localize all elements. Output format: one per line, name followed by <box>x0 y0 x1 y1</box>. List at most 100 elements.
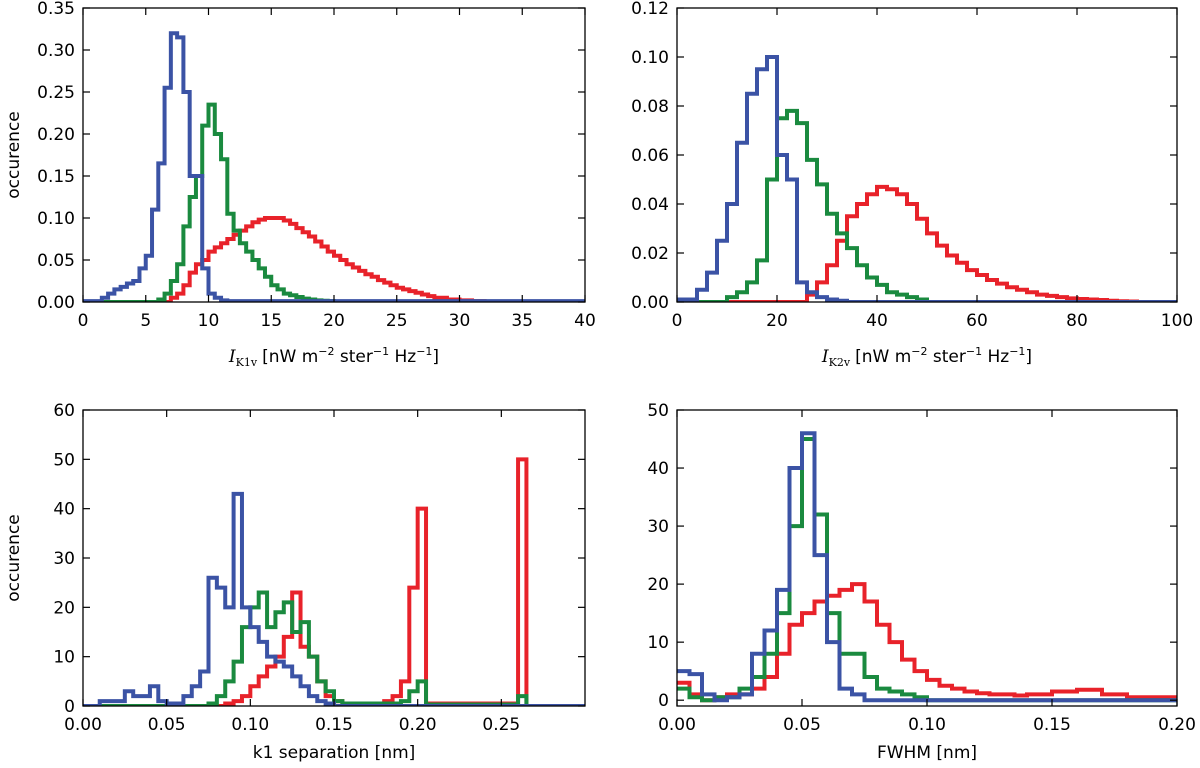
y-tick-label: 40 <box>53 500 75 520</box>
y-tick-label: 0.00 <box>631 293 669 313</box>
y-axis-label: occurence <box>4 111 24 199</box>
histogram-series-green <box>677 108 1177 302</box>
x-label-unit-part-3: Hz <box>982 347 1009 367</box>
y-tick-label: 0.15 <box>37 167 75 187</box>
x-tick-label: 80 <box>1066 311 1088 331</box>
x-label-unit-part-2: ster <box>927 347 965 367</box>
x-label-unit-part-2: ster <box>334 347 372 367</box>
x-tick-label: 0.00 <box>64 715 102 735</box>
x-label-exp-2: −1 <box>373 345 389 358</box>
x-tick-label: 0.20 <box>399 715 437 735</box>
x-tick-label: 0 <box>78 311 89 331</box>
histogram-series-red <box>83 216 585 302</box>
panel-k1-separation-histogram: 0.00 0.05 0.10 0.15 0.20 0.25 0 10 20 30 40 50 60 k1… <box>4 401 586 763</box>
histogram-series-red <box>677 184 1177 302</box>
x-tick-label: 20 <box>766 311 788 331</box>
x-tick-label: 40 <box>866 311 888 331</box>
x-label-symbol: I <box>228 347 236 367</box>
histogram-series-blue <box>83 491 585 706</box>
histogram-series-green <box>83 590 585 706</box>
x-tick-label: 15 <box>260 311 282 331</box>
ticks-layer: 0 5 10 15 20 25 30 35 40 0.00 0.05 0.10 0.15 0.20 0.25… <box>37 0 596 331</box>
histogram-series-blue <box>677 431 1177 703</box>
y-tick-label: 60 <box>53 401 75 421</box>
x-tick-label: 25 <box>386 311 408 331</box>
y-tick-label: 0.20 <box>37 125 75 145</box>
y-tick-label: 50 <box>647 401 669 421</box>
x-axis-label: FWHM [nm] <box>877 743 977 763</box>
series-layer <box>677 55 1177 302</box>
y-tick-label: 10 <box>53 648 75 668</box>
x-label-subscript: K2v <box>829 356 851 369</box>
y-tick-label: 0.02 <box>631 244 669 264</box>
y-tick-label: 0.05 <box>37 251 75 271</box>
x-tick-label: 40 <box>574 311 596 331</box>
y-tick-label: 0.00 <box>37 293 75 313</box>
x-tick-label: 0.10 <box>231 715 269 735</box>
series-layer <box>677 431 1177 703</box>
x-tick-label: 0.15 <box>1033 715 1071 735</box>
y-tick-label: 0.10 <box>631 48 669 68</box>
y-tick-label: 0.06 <box>631 146 669 166</box>
y-tick-label: 0.25 <box>37 83 75 103</box>
y-tick-label: 20 <box>53 598 75 618</box>
x-tick-label: 10 <box>198 311 220 331</box>
histogram-series-green <box>677 437 1177 703</box>
x-label-symbol: I <box>821 347 829 367</box>
y-tick-label: 0.30 <box>37 41 75 61</box>
y-tick-label: 20 <box>647 575 669 595</box>
x-label-exp-2: −1 <box>966 345 982 358</box>
x-tick-label: 5 <box>140 311 151 331</box>
x-axis-label: IK2v [nW m−2 ster−1 Hz−1] <box>821 345 1032 369</box>
x-label-unit-part-3: Hz <box>389 347 416 367</box>
panel-ik2v-histogram: 0 20 40 60 80 100 0.00 0.02 0.04 0.06 0.08 0.10 0.12… <box>631 0 1193 369</box>
x-tick-label: 0.25 <box>482 715 520 735</box>
panel-fwhm-histogram: 0.00 0.05 0.10 0.15 0.20 0 10 20 30 40 50 FWHM [nm… <box>647 401 1196 763</box>
y-tick-label: 0 <box>64 697 75 717</box>
x-label-exp-3: −1 <box>416 345 432 358</box>
x-tick-label: 0.05 <box>148 715 186 735</box>
y-tick-label: 30 <box>647 517 669 537</box>
series-layer <box>83 31 585 302</box>
y-tick-label: 10 <box>647 633 669 653</box>
x-tick-label: 0.15 <box>315 715 353 735</box>
y-tick-label: 0.08 <box>631 97 669 117</box>
x-label-unit-part-1: [nW m <box>855 347 911 367</box>
x-label-unit-end: ] <box>432 347 439 367</box>
x-axis-label: k1 separation [nm] <box>253 743 416 763</box>
y-tick-label: 0.04 <box>631 195 669 215</box>
histogram-series-blue <box>83 31 585 302</box>
x-tick-label: 0.05 <box>783 715 821 735</box>
x-label-unit-part-1: [nW m <box>262 347 318 367</box>
y-tick-label: 0.10 <box>37 209 75 229</box>
y-tick-label: 50 <box>53 450 75 470</box>
x-tick-label: 60 <box>966 311 988 331</box>
x-tick-label: 30 <box>449 311 471 331</box>
y-tick-label: 40 <box>647 459 669 479</box>
panel-ik1v-histogram: 0 5 10 15 20 25 30 35 40 0.00 0.05 0.10 0.15 0.20 0.25… <box>4 0 596 369</box>
x-tick-label: 100 <box>1161 311 1193 331</box>
histogram-series-red <box>83 457 585 706</box>
histogram-series-blue <box>677 55 1177 302</box>
plot-frame <box>82 7 586 303</box>
x-tick-label: 0.00 <box>658 715 696 735</box>
x-label-exp-1: −2 <box>318 345 334 358</box>
x-tick-label: 20 <box>323 311 345 331</box>
y-tick-label: 0.35 <box>37 0 75 19</box>
x-tick-label: 35 <box>511 311 533 331</box>
x-label-subscript: K1v <box>236 356 258 369</box>
ticks-layer: 0 20 40 60 80 100 0.00 0.02 0.04 0.06 0.08 0.10 0.12 <box>631 0 1193 331</box>
plot-frame <box>82 409 586 707</box>
x-tick-label: 0.20 <box>1158 715 1196 735</box>
x-tick-label: 0 <box>672 311 683 331</box>
x-tick-label: 0.10 <box>908 715 946 735</box>
x-axis-label: IK1v [nW m−2 ster−1 Hz−1] <box>228 345 439 369</box>
y-tick-label: 0 <box>658 691 669 711</box>
y-axis-label: occurence <box>4 514 24 602</box>
ticks-layer: 0.00 0.05 0.10 0.15 0.20 0 10 20 30 40 50 <box>647 401 1196 735</box>
x-label-exp-1: −2 <box>911 345 927 358</box>
plot-frame <box>676 7 1178 303</box>
ticks-layer: 0.00 0.05 0.10 0.15 0.20 0.25 0 10 20 30 40 50 60 <box>53 401 585 735</box>
series-layer <box>83 457 585 706</box>
